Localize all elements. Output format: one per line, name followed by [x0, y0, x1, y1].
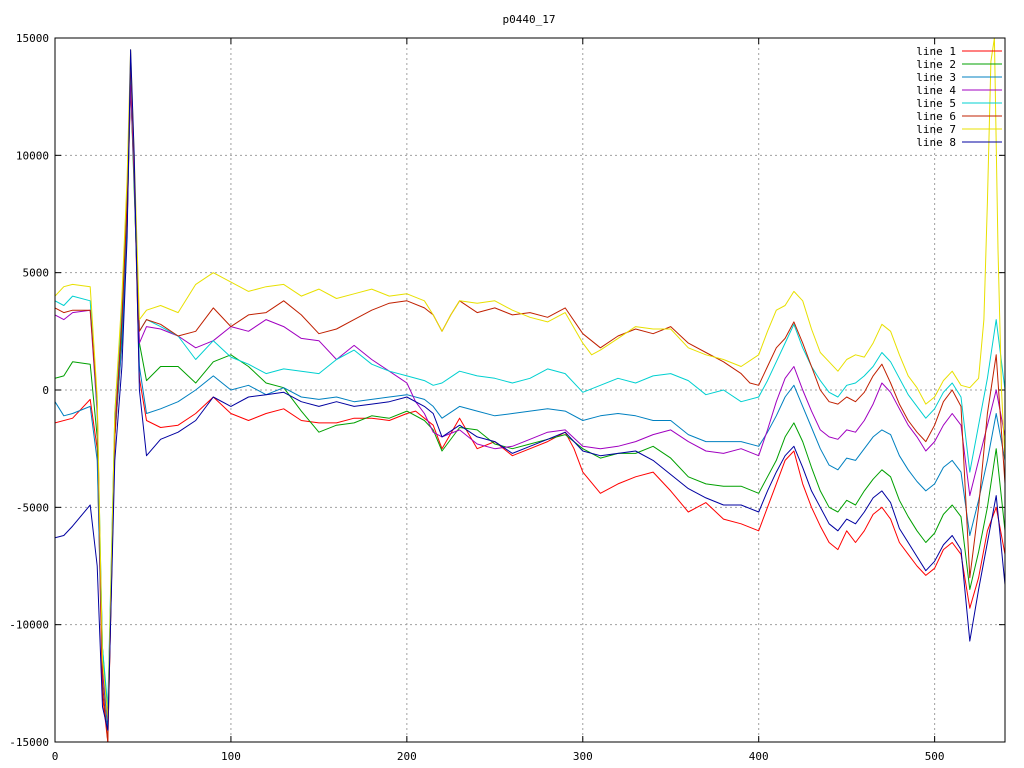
- legend-label: line 8: [916, 136, 956, 149]
- y-tick-label: 10000: [16, 149, 49, 162]
- series-line-2: [55, 84, 1005, 719]
- series-line-3: [55, 72, 1005, 731]
- x-tick-label: 200: [397, 750, 417, 763]
- x-tick-label: 500: [925, 750, 945, 763]
- y-tick-label: 0: [42, 384, 49, 397]
- x-tick-label: 400: [749, 750, 769, 763]
- series-line-4: [55, 84, 1005, 719]
- x-tick-label: 0: [52, 750, 59, 763]
- legend-label: line 2: [916, 58, 956, 71]
- series-lines: [55, 38, 1005, 742]
- series-line-6: [55, 61, 1005, 742]
- legend-label: line 4: [916, 84, 956, 97]
- series-line-7: [55, 38, 1005, 719]
- x-tick-label: 100: [221, 750, 241, 763]
- legend-label: line 5: [916, 97, 956, 110]
- y-tick-label: 15000: [16, 32, 49, 45]
- series-line-5: [55, 61, 1005, 708]
- series-line-8: [55, 49, 1005, 731]
- y-tick-labels: -15000 -10000 -5000 0 5000 10000 15000: [9, 32, 49, 749]
- legend-label: line 6: [916, 110, 956, 123]
- x-tick-label: 300: [573, 750, 593, 763]
- legend-label: line 1: [916, 45, 956, 58]
- y-tick-label: -5000: [16, 501, 49, 514]
- series-line-1: [55, 84, 1005, 742]
- y-tick-label: -15000: [9, 736, 49, 749]
- plot-frame: [54, 37, 1006, 743]
- grid-lines: [55, 38, 1005, 742]
- legend-label: line 3: [916, 71, 956, 84]
- y-tick-label: -10000: [9, 619, 49, 632]
- axis-ticks: [54, 37, 1005, 743]
- x-tick-labels: 0 100 200 300 400 500: [52, 750, 945, 763]
- chart-title: p0440_17: [503, 13, 556, 26]
- legend-label: line 7: [916, 123, 956, 136]
- y-tick-label: 5000: [23, 267, 50, 280]
